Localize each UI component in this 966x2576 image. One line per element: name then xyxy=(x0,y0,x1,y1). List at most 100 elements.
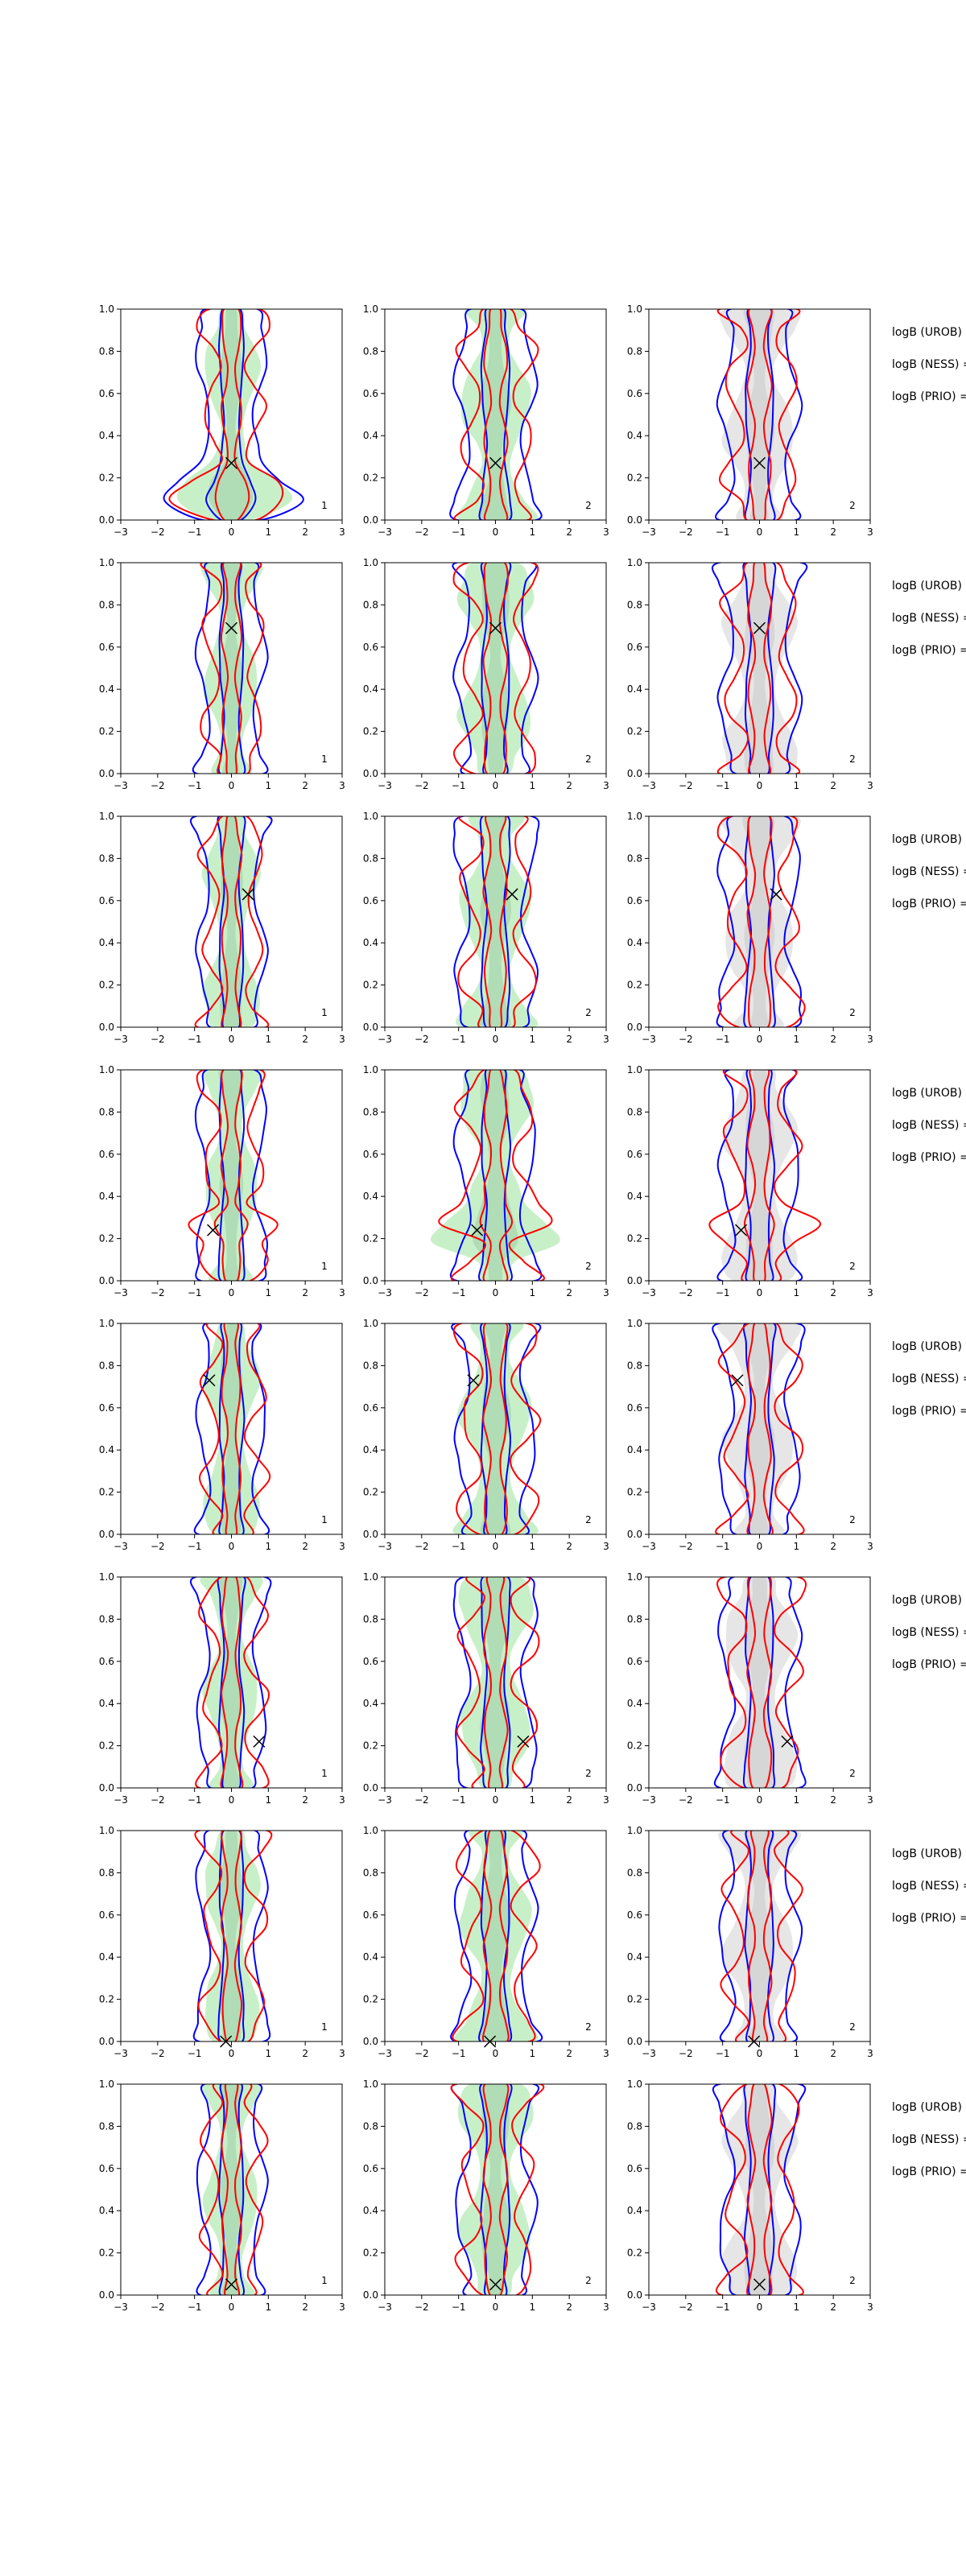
density-fill-inner xyxy=(219,1831,243,2041)
density-fill-inner xyxy=(219,1577,244,1788)
y-tick-label: 1.0 xyxy=(99,303,114,315)
x-tick-label: 0 xyxy=(757,1034,763,1045)
x-tick-label: 2 xyxy=(566,2048,572,2059)
row-side-label: logB (PRIO) = xyxy=(892,1151,966,1164)
contour-outer-red xyxy=(198,2084,269,2295)
y-tick-label: 0.4 xyxy=(363,1191,378,1202)
contour-inner-red xyxy=(746,2084,773,2295)
x-tick-label: 1 xyxy=(530,526,536,538)
x-tick-label: −1 xyxy=(452,526,466,538)
y-tick-label: 0.6 xyxy=(363,1656,378,1667)
x-tick-label: 2 xyxy=(566,780,572,791)
x-tick-label: −3 xyxy=(378,1287,392,1298)
y-tick-label: 0.4 xyxy=(363,937,378,948)
density-fill-inner xyxy=(473,1070,518,1281)
density-fill-inner xyxy=(742,816,775,1027)
y-tick-label: 1.0 xyxy=(99,2079,114,2090)
y-tick-label: 1.0 xyxy=(363,1064,378,1075)
x-tick-label: −3 xyxy=(378,1794,392,1806)
y-tick-label: 1.0 xyxy=(627,1571,642,1583)
x-tick-label: 1 xyxy=(794,1287,800,1298)
x-tick-label: 3 xyxy=(339,1541,345,1552)
y-tick-label: 0.2 xyxy=(627,1487,642,1498)
y-tick-label: 0.6 xyxy=(363,1149,378,1160)
y-tick-label: 0.6 xyxy=(627,1656,642,1667)
panel-corner-label: 1 xyxy=(321,1514,328,1525)
x-tick-label: 3 xyxy=(603,2301,609,2313)
y-tick-label: 1.0 xyxy=(363,1825,378,1836)
y-tick-label: 0.6 xyxy=(627,642,642,653)
x-tick-label: 0 xyxy=(757,1541,763,1552)
y-tick-label: 0.8 xyxy=(363,599,378,610)
contour-outer-red xyxy=(716,309,801,520)
row-side-label: logB (NESS) = xyxy=(892,1119,966,1132)
x-tick-label: 3 xyxy=(339,526,345,538)
y-tick-label: 0.6 xyxy=(363,1402,378,1414)
y-tick-label: 1.0 xyxy=(363,303,378,315)
contour-outer-red xyxy=(716,1577,807,1788)
x-tick-label: 0 xyxy=(757,2301,763,2313)
panel-corner-label: 2 xyxy=(849,2275,856,2286)
x-tick-label: 2 xyxy=(830,1034,836,1045)
panel-corner-label: 1 xyxy=(321,1261,328,1272)
contour-inner-red xyxy=(746,309,773,520)
y-tick-label: 1.0 xyxy=(363,811,378,822)
x-tick-label: −3 xyxy=(378,526,392,538)
y-tick-label: 0.0 xyxy=(99,1782,114,1794)
x-tick-label: 2 xyxy=(566,1034,572,1045)
x-tick-label: −2 xyxy=(151,1541,165,1552)
panel-r4-c3: −3 −2 −1 0 1 2 3 0.0 0.2 0.4 0.6 0.8 1.0 2 xyxy=(627,1064,873,1298)
x-tick-label: 3 xyxy=(867,1794,873,1806)
x-tick-label: 1 xyxy=(530,1541,536,1552)
y-tick-label: 0.6 xyxy=(627,1149,642,1160)
y-tick-label: 0.4 xyxy=(627,937,642,948)
contours xyxy=(712,2084,807,2295)
true-value-marker xyxy=(242,888,254,901)
contour-inner-blue xyxy=(217,1831,246,2041)
x-tick-label: −3 xyxy=(114,526,128,538)
y-tick-label: 0.0 xyxy=(99,2289,114,2301)
contours xyxy=(190,816,273,1027)
y-tick-label: 0.4 xyxy=(99,430,114,441)
x-tick-label: 3 xyxy=(339,1794,345,1806)
y-tick-label: 0.6 xyxy=(99,388,114,399)
y-tick-label: 0.2 xyxy=(363,726,378,737)
x-tick-label: −1 xyxy=(452,780,466,791)
x-tick-label: 3 xyxy=(603,1034,609,1045)
true-value-marker xyxy=(203,1374,216,1387)
x-tick-label: 1 xyxy=(794,1541,800,1552)
x-tick-label: 0 xyxy=(493,780,499,791)
contour-inner-blue xyxy=(480,563,512,774)
x-tick-label: 1 xyxy=(266,1034,272,1045)
y-tick-label: 0.4 xyxy=(99,1698,114,1709)
contour-inner-blue xyxy=(479,816,511,1027)
y-tick-label: 1.0 xyxy=(627,557,642,568)
y-tick-label: 0.6 xyxy=(627,1402,642,1414)
y-tick-label: 0.2 xyxy=(363,2248,378,2259)
x-tick-label: −3 xyxy=(114,1541,128,1552)
x-tick-label: −1 xyxy=(452,1034,466,1045)
x-tick-label: 2 xyxy=(302,1034,308,1045)
x-tick-label: −1 xyxy=(716,1034,730,1045)
contour-inner-red xyxy=(743,1070,775,1281)
panel-r3-c2: −3 −2 −1 0 1 2 3 0.0 0.2 0.4 0.6 0.8 1.0 2 xyxy=(363,811,609,1045)
y-tick-label: 1.0 xyxy=(363,1571,378,1583)
x-tick-label: −2 xyxy=(151,1287,165,1298)
contour-outer-red xyxy=(457,816,537,1027)
x-tick-label: −1 xyxy=(452,1287,466,1298)
row-side-label: logB (UROB) = xyxy=(892,580,966,592)
y-tick-label: 1.0 xyxy=(363,2079,378,2090)
x-tick-label: −3 xyxy=(642,1541,656,1552)
y-tick-label: 0.0 xyxy=(627,1275,642,1286)
x-tick-label: 2 xyxy=(302,1541,308,1552)
contour-outer-blue xyxy=(450,2084,540,2295)
y-tick-label: 1.0 xyxy=(627,303,642,315)
y-tick-label: 0.0 xyxy=(627,514,642,526)
y-tick-label: 0.4 xyxy=(99,1951,114,1963)
contour-inner-red xyxy=(221,2084,242,2295)
y-tick-label: 0.0 xyxy=(363,1782,378,1794)
x-tick-label: 2 xyxy=(830,780,836,791)
x-tick-label: −2 xyxy=(415,2048,429,2059)
panel-r7-c1: −3 −2 −1 0 1 2 3 0.0 0.2 0.4 0.6 0.8 1.0 1 xyxy=(99,1825,345,2059)
x-tick-label: −2 xyxy=(679,2301,693,2313)
